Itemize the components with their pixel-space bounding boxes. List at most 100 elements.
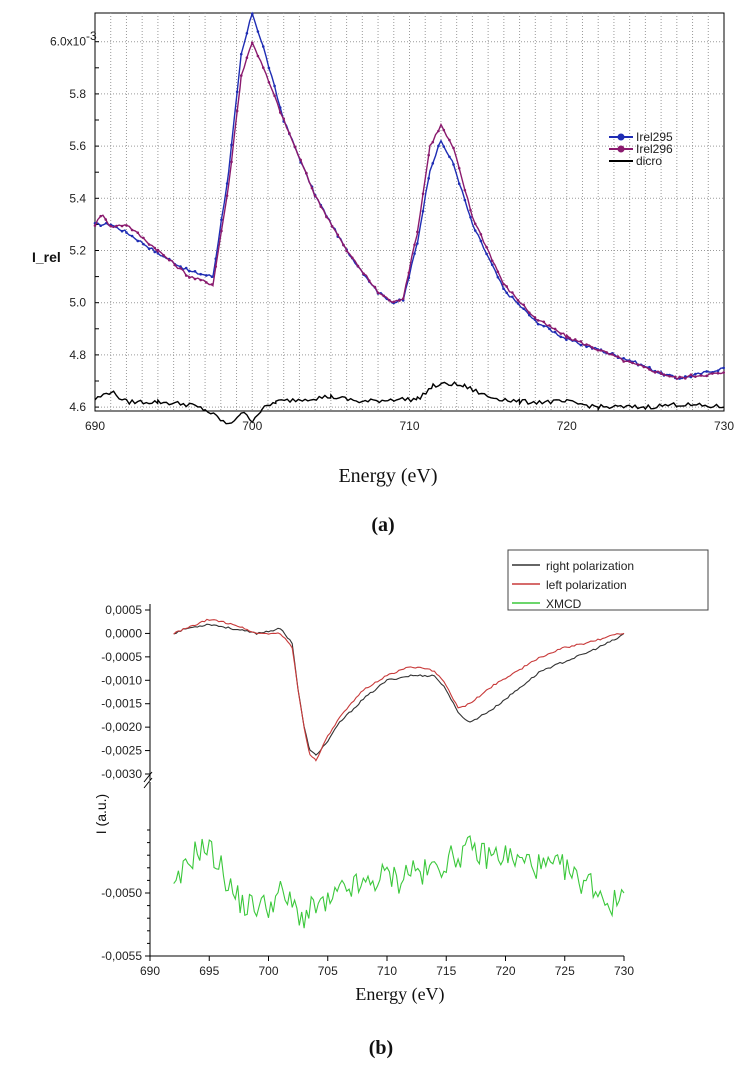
chart-a-data-point xyxy=(130,228,134,232)
chart-a-data-point xyxy=(496,270,500,274)
chart-a-data-point xyxy=(173,263,177,267)
chart-a-data-point xyxy=(565,338,568,342)
chart-a-data-point xyxy=(485,252,488,256)
chart-a-ytick-label: 5.4 xyxy=(69,191,86,205)
chart-a-ylabel: I_rel xyxy=(32,249,61,265)
chart-a-caption: (a) xyxy=(371,514,394,536)
chart-a-data-point xyxy=(407,271,411,275)
chart-a-data-point xyxy=(421,209,425,213)
chart-a-data-point xyxy=(125,231,128,234)
chart-a-data-point xyxy=(694,375,697,378)
chart-a-data-point xyxy=(469,208,472,212)
chart-a-data-point xyxy=(416,230,419,234)
chart-b-series-line xyxy=(173,618,625,762)
chart-a-legend-marker xyxy=(617,133,625,141)
chart-b-ytick-label: -0,0005 xyxy=(101,650,142,664)
chart-a-data-point xyxy=(568,336,571,340)
chart-a-data-point xyxy=(699,374,703,377)
chart-a-data-point xyxy=(463,188,467,192)
chart-a-legend-marker xyxy=(617,145,625,153)
chart-a-data-point xyxy=(278,111,282,114)
chart-a-data-point xyxy=(416,242,419,245)
chart-a-data-point xyxy=(463,198,467,202)
chart-a-data-point xyxy=(99,214,102,218)
chart-a-data-point xyxy=(388,299,391,302)
chart-a-data-point xyxy=(115,224,118,228)
chart-a-data-point xyxy=(485,245,488,249)
chart-b-xtick-label: 710 xyxy=(377,964,397,978)
chart-a-data-point xyxy=(427,153,430,157)
chart-a-data-point xyxy=(437,144,440,148)
chart-a-data-point xyxy=(413,243,416,247)
chart-b-ytick-label: 0,0000 xyxy=(105,626,142,640)
chart-a-ytick-label: 5.0 xyxy=(69,296,86,310)
chart-b-caption: (b) xyxy=(369,1037,393,1059)
chart-a-data-point xyxy=(239,52,243,56)
chart-a-data-point xyxy=(722,366,725,370)
chart-a-data-point xyxy=(362,272,365,276)
chart-a-data-point xyxy=(245,31,249,35)
chart-a-data-point xyxy=(235,109,239,113)
chart-a-tick-labels: 690 700 710 720 730 6.0x10 5.8 5.6 5.4 5.2 5.0 4.8 4… xyxy=(50,35,734,433)
chart-a-data-point xyxy=(431,162,435,165)
chart-a-data-point xyxy=(261,45,265,48)
chart-a-data-point xyxy=(147,247,151,251)
chart-a-data-point xyxy=(694,372,697,376)
chart-a-data-point xyxy=(490,259,494,263)
chart-a-data-point xyxy=(565,336,568,339)
chart-a-data-point xyxy=(678,375,681,379)
chart-a-data-point xyxy=(288,131,291,135)
chart-a-data-point xyxy=(502,287,505,291)
chart-a-data-point xyxy=(239,74,243,77)
chart-a-data-point xyxy=(136,231,140,235)
chart-b-xtick-label: 730 xyxy=(614,964,634,978)
chart-a-data-point xyxy=(427,177,430,180)
chart-b-legend-label: XMCD xyxy=(546,597,582,611)
chart-a-data-point xyxy=(273,94,276,98)
chart-a-data-point xyxy=(136,239,140,243)
chart-a-data-point xyxy=(662,373,666,376)
chart-a-data-point xyxy=(473,229,477,232)
chart-a-data-point xyxy=(142,236,145,240)
chart-a-data-point xyxy=(542,320,546,324)
chart-a-data-point xyxy=(490,263,494,267)
chart-a-data-point xyxy=(310,186,314,190)
chart-a-data-point xyxy=(342,243,345,247)
chart-a-data-point xyxy=(256,30,260,33)
chart-a-xtick-label: 730 xyxy=(714,419,734,433)
chart-a-data-point xyxy=(437,129,440,133)
chart-b-xtick-label: 725 xyxy=(555,964,575,978)
chart-a-data-point xyxy=(616,355,620,358)
chart-a-data-point xyxy=(590,346,594,349)
chart-a-data-point xyxy=(573,338,577,341)
chart-a-data-point xyxy=(413,252,416,255)
chart-a-data-point xyxy=(167,258,171,262)
chart-a-data-point xyxy=(628,360,631,363)
chart-b-ytick-label: -0,0015 xyxy=(101,697,142,711)
chart-a-data-point xyxy=(528,311,531,315)
chart-b: 690 695 700 705 710 715 720 725 730 0,0005 0,0000 -… xyxy=(93,549,709,1059)
chart-b-ytick-label: -0,0030 xyxy=(101,767,142,781)
chart-a-data-point xyxy=(457,166,461,170)
chart-a-data-point xyxy=(330,225,334,228)
chart-a-data-point xyxy=(622,360,625,363)
chart-a-data-point xyxy=(716,371,720,375)
chart-a-data-point xyxy=(220,218,223,221)
chart-a-data-point xyxy=(210,283,214,286)
chart-a-data-point xyxy=(599,349,603,352)
chart-a-data-point xyxy=(153,250,157,254)
chart-a-data-point xyxy=(125,224,128,227)
chart-a-data-point xyxy=(356,264,360,268)
chart-a-data-point xyxy=(585,345,588,349)
chart-a-data-point xyxy=(668,374,671,378)
chart-a-xtick-label: 720 xyxy=(557,419,577,433)
chart-a-legend-label: Irel296 xyxy=(636,142,673,156)
chart-b-axes xyxy=(145,604,625,961)
chart-a-data-point xyxy=(245,56,249,59)
chart-a-data-point xyxy=(431,140,435,144)
chart-a-data-point xyxy=(130,234,134,238)
chart-a-data-point xyxy=(142,242,145,246)
chart-a-data-point xyxy=(267,66,271,70)
chart-a-data-point xyxy=(579,343,583,347)
